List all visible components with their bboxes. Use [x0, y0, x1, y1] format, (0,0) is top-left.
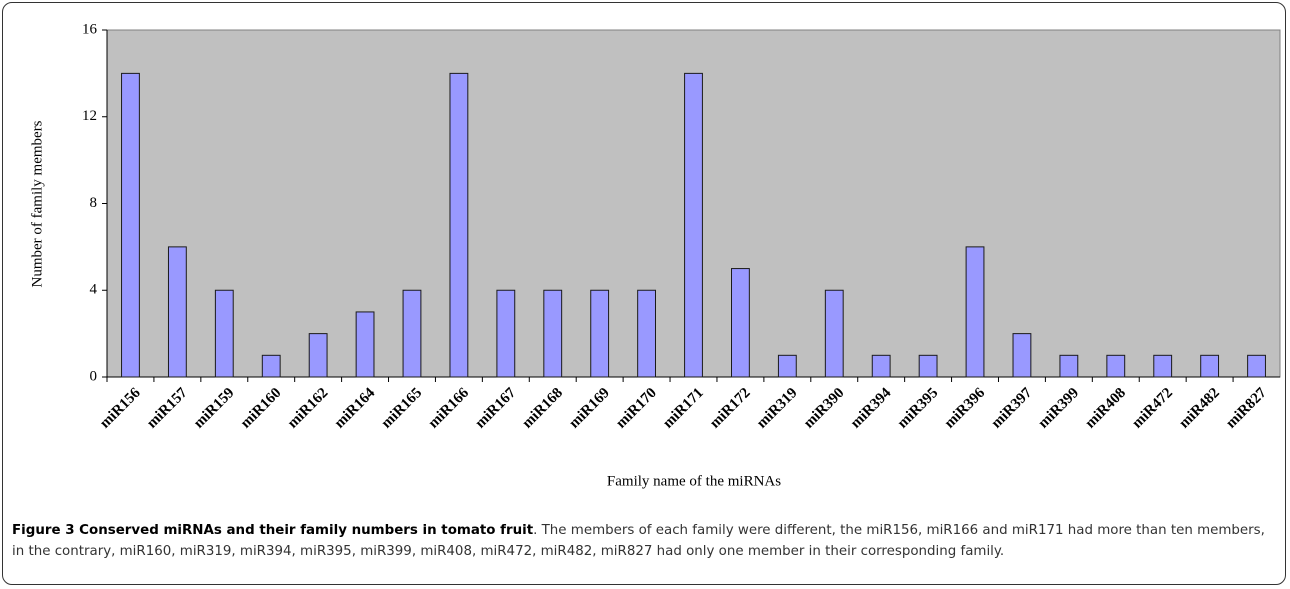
- bar: [1153, 354, 1173, 378]
- x-tick-label: miR396: [942, 385, 989, 432]
- bar: [402, 289, 422, 378]
- x-tick-label: miR827: [1223, 385, 1270, 432]
- x-tick-label: miR472: [1129, 385, 1176, 432]
- bar: [543, 289, 563, 378]
- bar: [824, 289, 844, 378]
- bar: [918, 354, 938, 378]
- y-tick-label: 8: [90, 195, 98, 211]
- x-tick-label: miR171: [660, 385, 707, 432]
- y-tick-label: 16: [82, 21, 98, 37]
- x-tick-label: miR170: [613, 385, 660, 432]
- x-tick-label: miR395: [895, 385, 942, 432]
- x-tick-label: miR159: [191, 385, 238, 432]
- y-tick-label: 4: [90, 282, 98, 298]
- bar: [637, 289, 656, 378]
- x-tick-label: miR160: [238, 385, 285, 432]
- x-tick-label: miR399: [1035, 385, 1082, 432]
- bar: [1059, 354, 1079, 378]
- bar: [684, 72, 703, 378]
- bar: [308, 333, 328, 378]
- x-tick-label: miR164: [332, 385, 379, 432]
- x-tick-label: miR390: [801, 385, 848, 432]
- bar: [449, 72, 469, 378]
- bar: [731, 268, 750, 378]
- x-tick-label: miR172: [707, 385, 754, 432]
- bar: [355, 311, 375, 378]
- x-axis-label: Family name of the miRNAs: [607, 473, 781, 489]
- x-tick-label: miR319: [754, 385, 801, 432]
- bar: [965, 246, 985, 378]
- caption-title: Figure 3 Conserved miRNAs and their fami…: [12, 523, 534, 538]
- bar: [121, 72, 140, 378]
- x-tick-label: miR156: [97, 385, 144, 432]
- x-tick-label: miR165: [379, 385, 426, 432]
- x-tick-label: miR408: [1082, 385, 1129, 432]
- bar: [1106, 354, 1126, 378]
- x-tick-label: miR169: [566, 385, 613, 432]
- y-tick-label: 0: [90, 368, 98, 384]
- x-tick-label: miR167: [472, 385, 519, 432]
- bar: [777, 354, 797, 378]
- x-tick-label: miR162: [285, 385, 332, 432]
- caption-text: . The members of each family were differ…: [12, 523, 1265, 559]
- bar: [261, 354, 281, 378]
- x-tick-label: miR166: [425, 385, 472, 432]
- bar: [1200, 354, 1220, 378]
- chart: Family name of the miRNAs Number of fami…: [29, 21, 1281, 489]
- bar: [167, 246, 187, 378]
- bar: [214, 289, 234, 378]
- x-tick-label: miR168: [519, 385, 566, 432]
- y-axis-label: Number of family members: [29, 120, 45, 287]
- x-tick-label: miR397: [989, 385, 1036, 432]
- bar: [1012, 333, 1032, 378]
- y-tick-label: 12: [82, 108, 97, 124]
- x-tick-label: miR394: [848, 385, 895, 432]
- caption: Figure 3 Conserved miRNAs and their fami…: [12, 520, 1274, 562]
- bar: [590, 289, 610, 378]
- bar: [871, 354, 891, 378]
- bar: [1247, 354, 1266, 378]
- bar: [496, 289, 516, 378]
- x-tick-label: miR482: [1176, 385, 1223, 432]
- x-tick-label: miR157: [144, 385, 191, 432]
